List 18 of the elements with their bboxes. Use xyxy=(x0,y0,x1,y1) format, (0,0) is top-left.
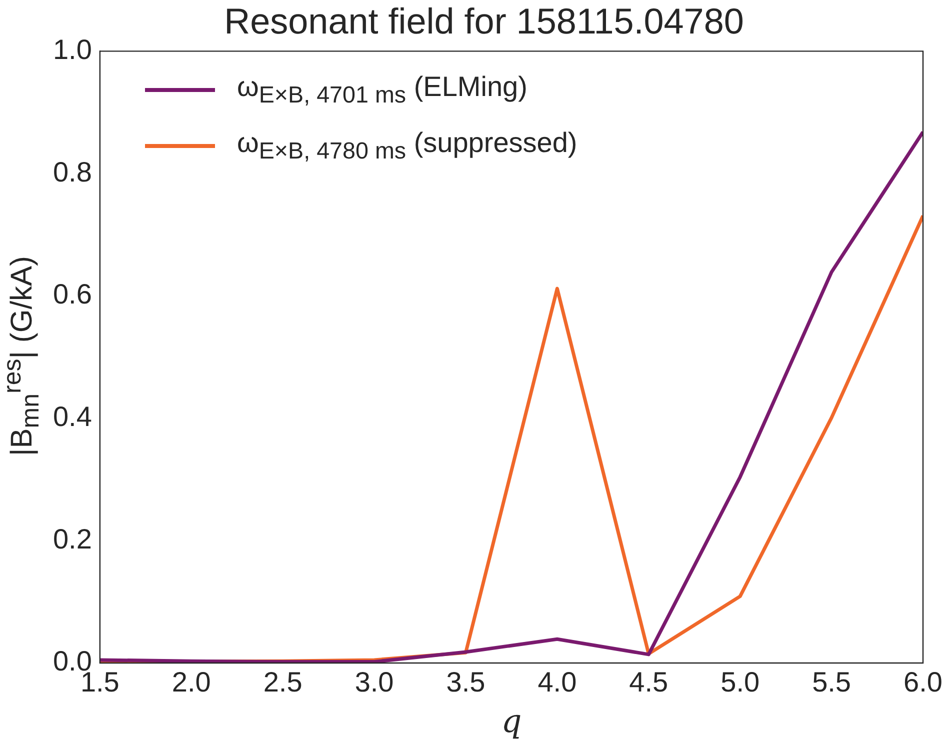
y-tick-label: 0.8 xyxy=(52,156,92,188)
x-tick-label: 2.5 xyxy=(263,666,302,698)
y-tick-label: 1.0 xyxy=(52,34,92,65)
x-tick-label: 5.0 xyxy=(720,666,760,698)
y-tick-label: 0.2 xyxy=(52,523,92,554)
x-tick-label: 3.5 xyxy=(446,666,486,698)
x-tick-label: 4.5 xyxy=(629,666,668,698)
legend-label: ω$_{E×B, 4701 ms}$ (ELMing) xyxy=(237,71,528,109)
chart-title: Resonant field for 158115.04780 xyxy=(224,0,744,42)
x-tick-label: 5.5 xyxy=(812,666,852,698)
x-tick-label: 3.0 xyxy=(354,666,394,698)
x-axis-title: q xyxy=(501,702,522,740)
y-tick-label: 0.6 xyxy=(52,278,92,310)
x-tick-label: 6.0 xyxy=(904,666,942,698)
y-tick-label: 0.4 xyxy=(52,401,92,432)
x-tick-label: 4.0 xyxy=(538,666,577,698)
legend-label: ω$_{E×B, 4780 ms}$ (suppressed) xyxy=(237,127,578,165)
x-tick-label: 2.0 xyxy=(172,666,211,698)
